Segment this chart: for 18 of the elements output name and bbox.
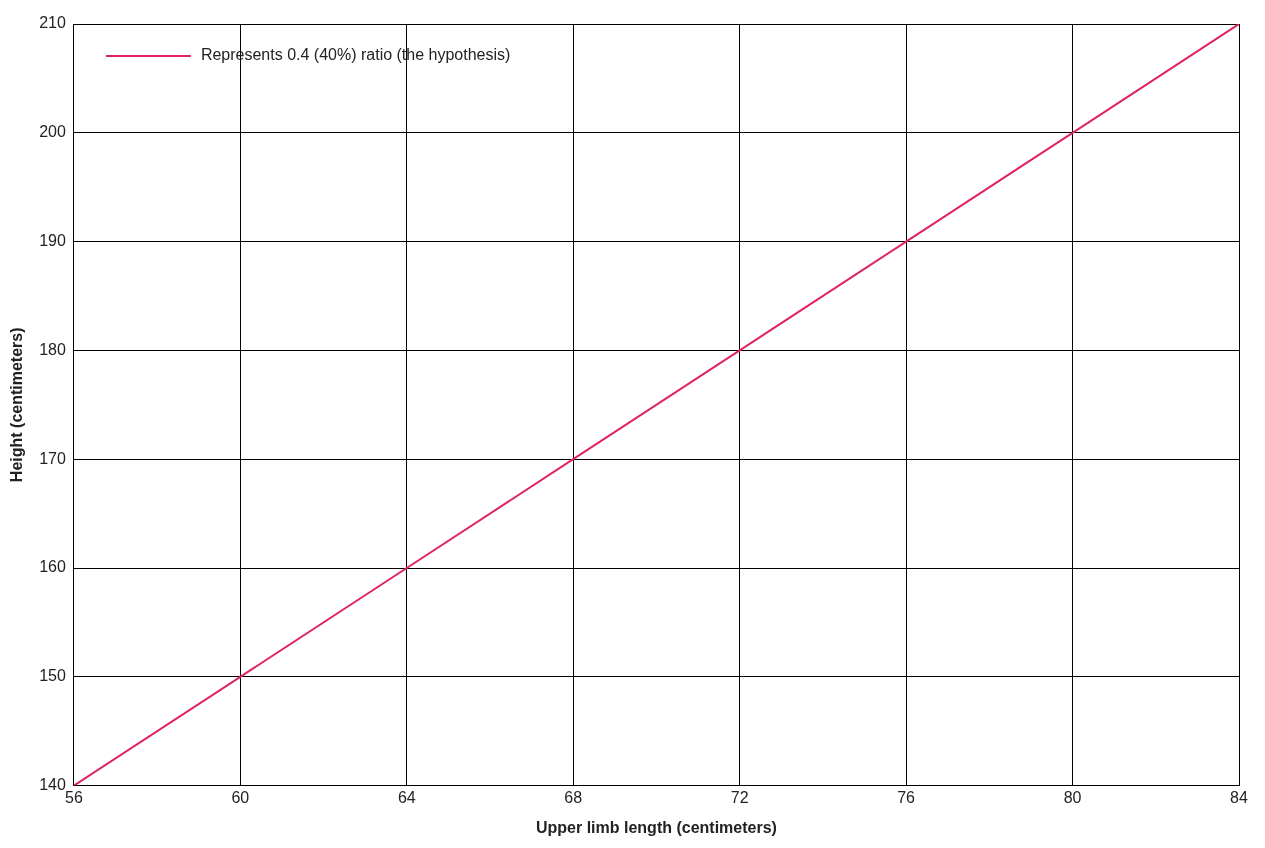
y-tick-label: 180	[39, 340, 66, 358]
y-tick-label: 200	[39, 123, 66, 141]
x-tick-label: 60	[231, 788, 250, 806]
x-tick-label: 72	[730, 788, 749, 806]
x-tick-label: 64	[397, 788, 416, 806]
y-tick-label: 190	[39, 232, 66, 250]
y-tick-label: 140	[39, 776, 66, 794]
x-tick-label: 56	[65, 788, 83, 806]
y-tick-label: 160	[39, 558, 66, 576]
y-tick-label: 210	[39, 14, 66, 32]
x-tick-label: 84	[1230, 788, 1248, 806]
y-axis-title: Height (centimeters)	[8, 327, 26, 483]
x-axis-title: Upper limb length (centimeters)	[535, 818, 777, 836]
y-tick-label: 170	[39, 449, 66, 467]
x-tick-label: 76	[897, 788, 916, 806]
x-tick-label: 68	[564, 788, 583, 806]
x-tick-label: 80	[1063, 788, 1082, 806]
y-tick-label: 150	[39, 667, 66, 685]
